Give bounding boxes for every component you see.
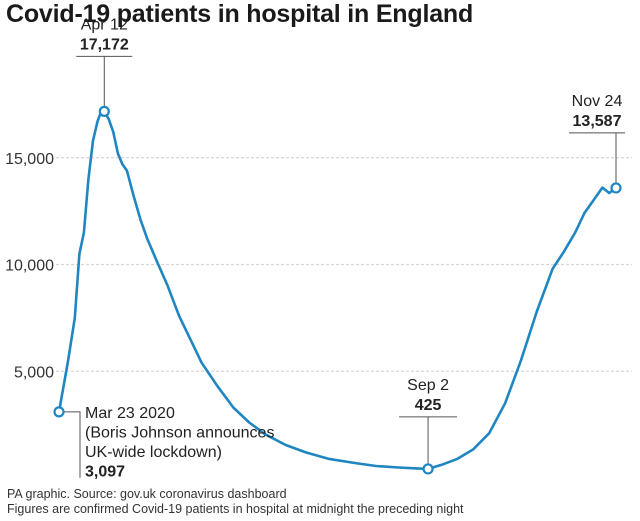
y-tick-label: 5,000 (14, 364, 54, 381)
annotation-date: Apr 12 (81, 16, 128, 33)
y-tick-label: 10,000 (5, 258, 54, 275)
annotation-text: Mar 23 2020 (85, 405, 175, 422)
data-point-marker (98, 105, 110, 117)
annotation-text: UK-wide lockdown) (85, 444, 222, 461)
annotation-date: Nov 24 (572, 93, 623, 110)
data-point-marker (422, 463, 434, 475)
annotation-value: 425 (415, 397, 442, 414)
data-point-marker (610, 182, 622, 194)
y-tick-labels: 5,000 10,000 15,000 (5, 151, 54, 382)
data-point-marker (53, 406, 65, 418)
gridlines (56, 157, 632, 372)
note-text: Figures are confirmed Covid-19 patients … (7, 502, 464, 516)
annotations: Mar 23 2020 (Boris Johnson announces UK-wi… (53, 16, 625, 480)
y-tick-label: 15,000 (5, 151, 54, 168)
annotation-date: Sep 2 (407, 377, 449, 394)
annotation-value: 17,172 (80, 36, 129, 53)
source-text: PA graphic. Source: gov.uk coronavirus d… (7, 487, 287, 501)
annotation-value: 3,097 (85, 463, 125, 480)
chart-title: Covid-19 patients in hospital in England (6, 0, 474, 28)
annotation-text: (Boris Johnson announces (85, 424, 274, 441)
annotation-bracket (64, 411, 81, 478)
annotation-value: 13,587 (573, 113, 622, 130)
